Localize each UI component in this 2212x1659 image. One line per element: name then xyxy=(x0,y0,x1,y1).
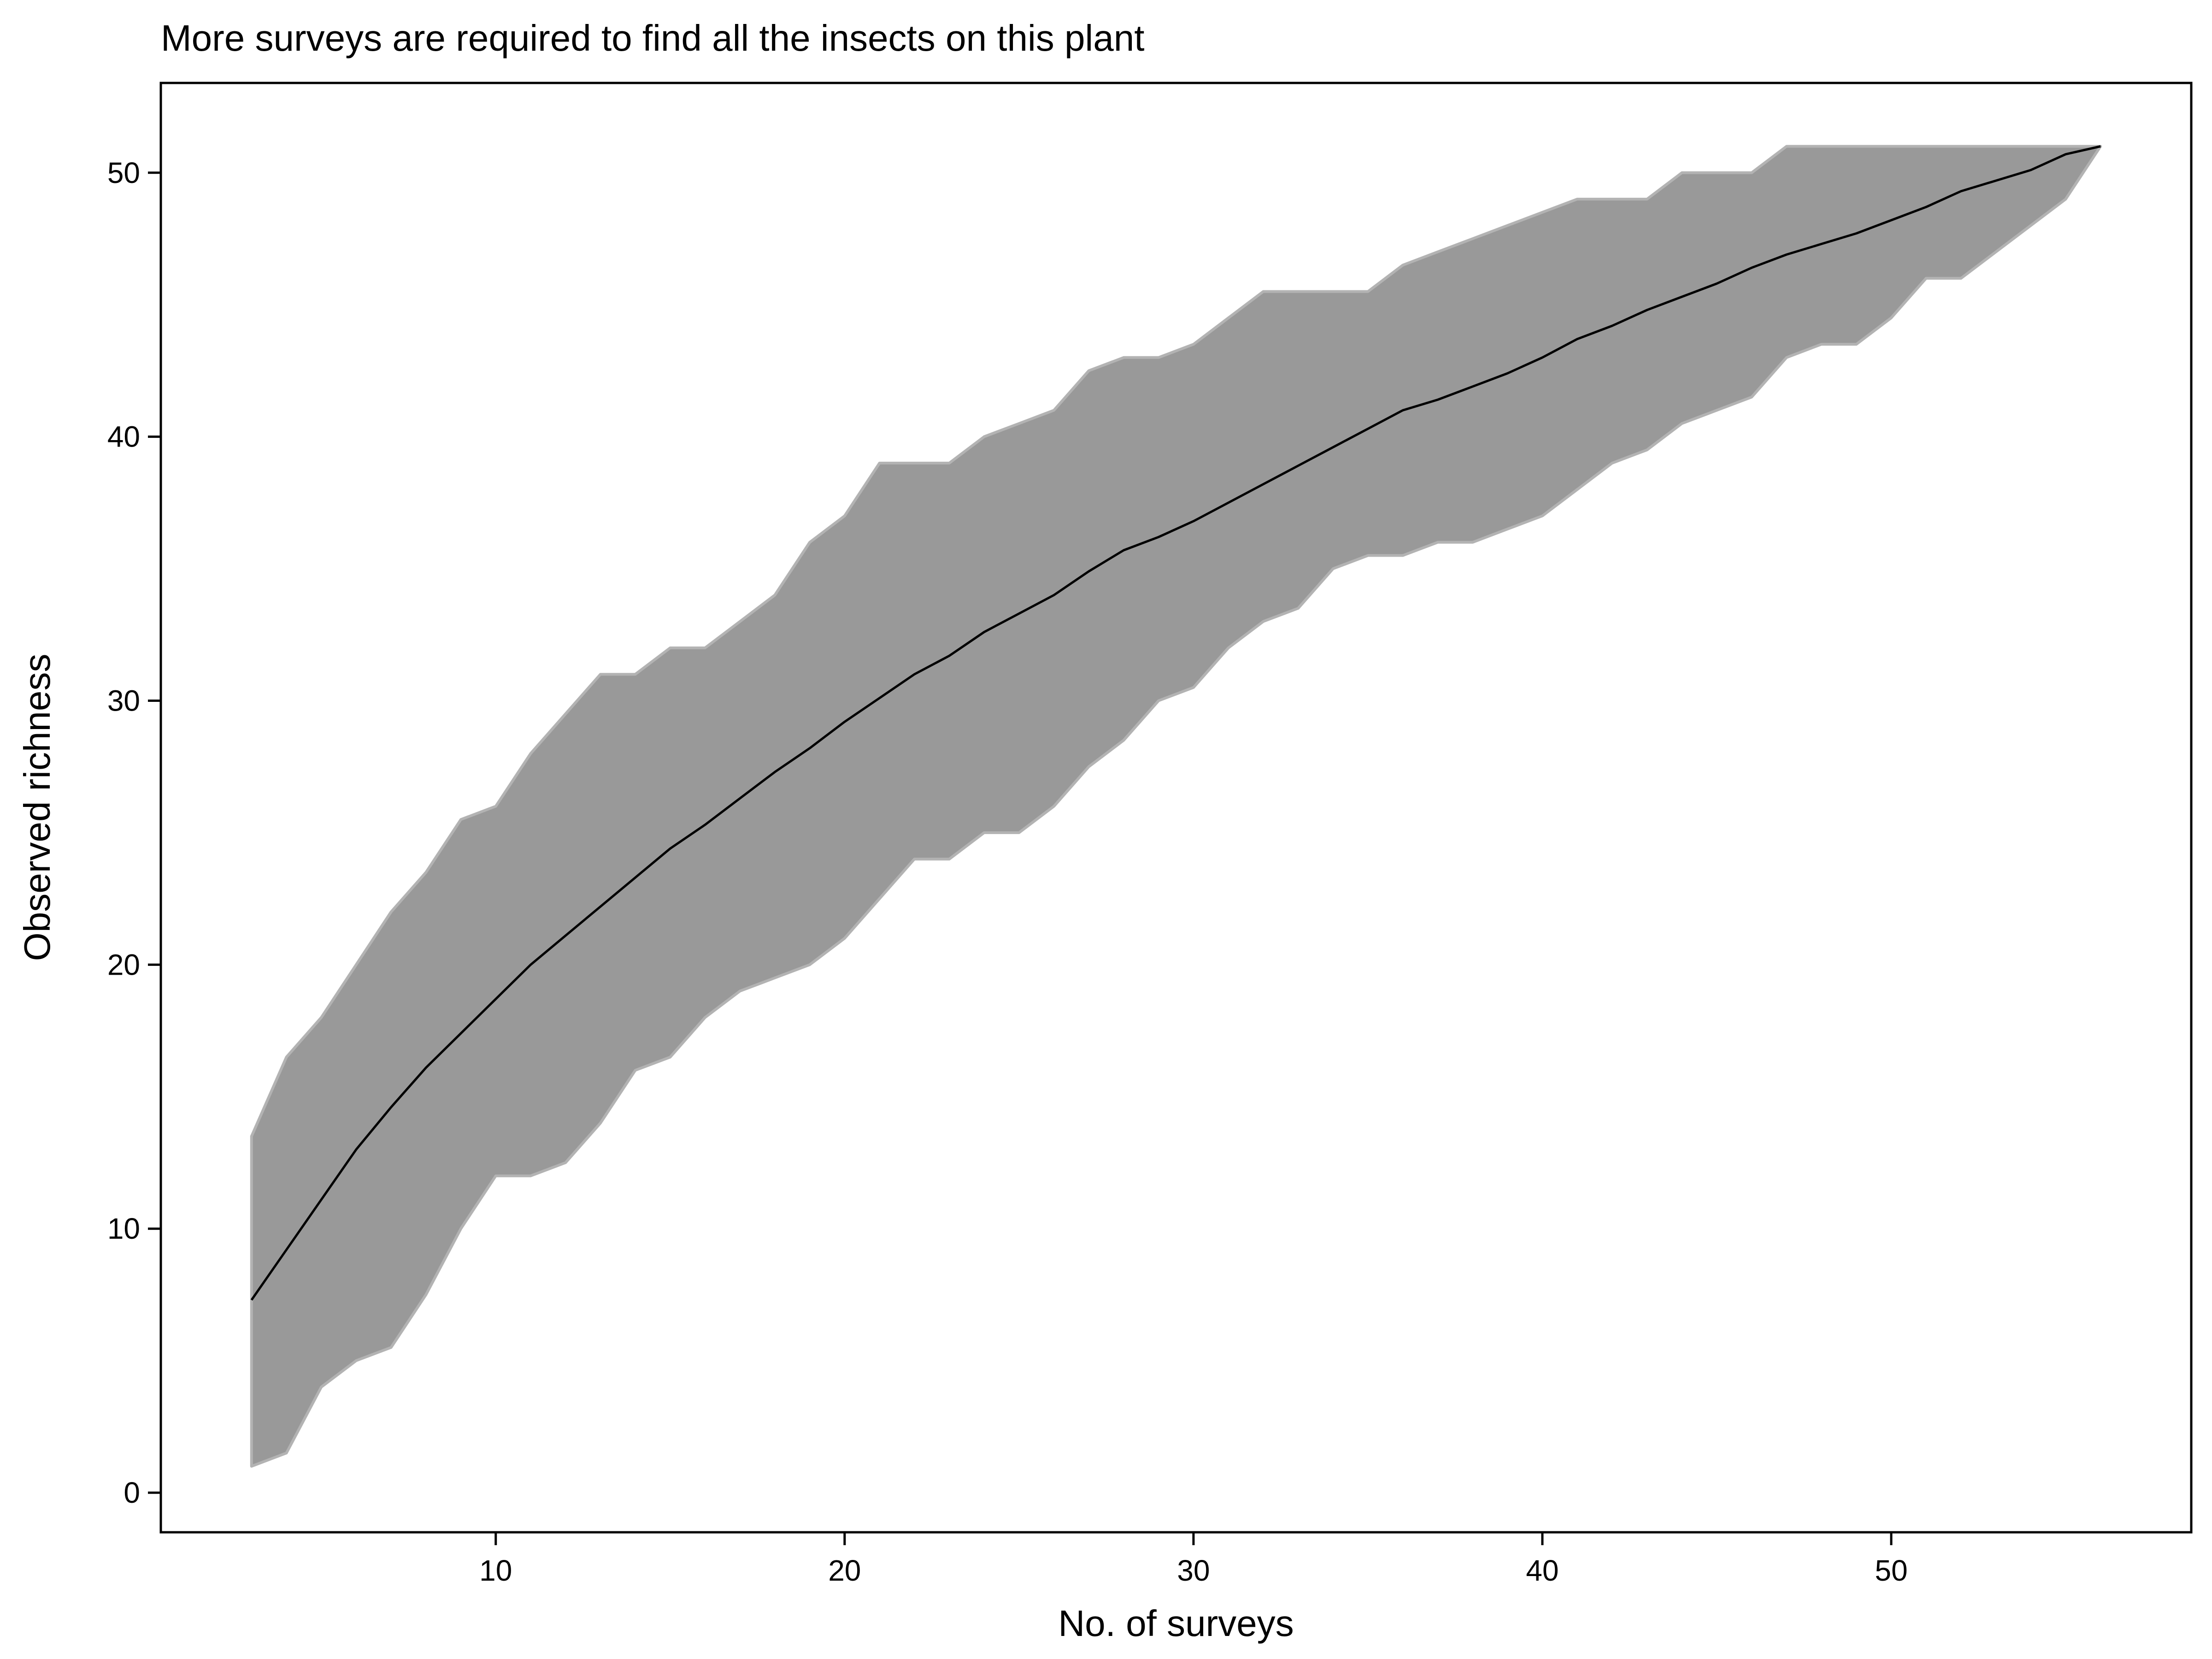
x-tick-label: 20 xyxy=(828,1554,861,1587)
y-tick-label: 10 xyxy=(107,1212,140,1245)
x-tick-label: 10 xyxy=(479,1554,512,1587)
confidence-ribbon xyxy=(250,145,2102,1468)
x-axis: 10 20 30 40 50 xyxy=(479,1532,1908,1587)
y-tick-label: 50 xyxy=(107,156,140,189)
panel-border xyxy=(159,82,2193,1534)
y-axis-title: Observed richness xyxy=(17,654,58,961)
x-tick-label: 50 xyxy=(1875,1554,1907,1587)
line-layer xyxy=(250,145,2101,1301)
x-axis-title: No. of surveys xyxy=(1058,1603,1294,1644)
mean-richness-line xyxy=(250,145,2101,1301)
ribbon-layer xyxy=(250,145,2102,1468)
y-tick-label: 0 xyxy=(124,1476,140,1509)
x-tick-label: 30 xyxy=(1177,1554,1210,1587)
y-tick-label: 30 xyxy=(107,684,140,717)
y-tick-label: 40 xyxy=(107,420,140,453)
chart-title: More surveys are required to find all th… xyxy=(161,18,1144,59)
y-axis: 0 10 20 30 40 50 xyxy=(107,156,161,1509)
y-tick-label: 20 xyxy=(107,948,140,981)
x-tick-label: 40 xyxy=(1526,1554,1559,1587)
